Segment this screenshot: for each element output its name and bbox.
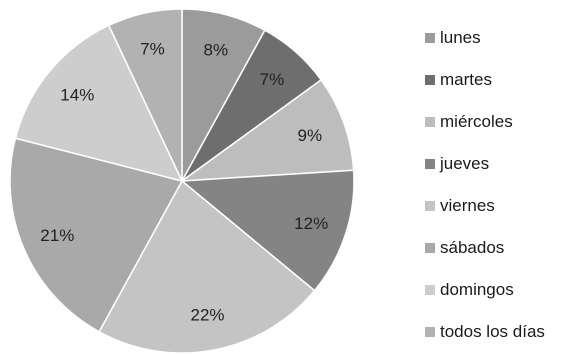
slice-label-4: 12% bbox=[294, 214, 328, 233]
legend-item-8: todos los días bbox=[425, 322, 545, 341]
legend-swatch-8 bbox=[425, 327, 435, 337]
legend-item-4: jueves bbox=[425, 154, 489, 173]
legend-item-7: domingos bbox=[425, 280, 514, 299]
legend-swatch-5 bbox=[425, 201, 435, 211]
legend-label-1: lunes bbox=[440, 28, 481, 47]
legend-label-4: jueves bbox=[439, 154, 489, 173]
slice-label-5: 22% bbox=[190, 306, 224, 325]
legend: lunes martes miércoles jueves viernes sábados… bbox=[425, 28, 545, 341]
pie-slices bbox=[9, 8, 355, 354]
pie-slice-4 bbox=[180, 169, 355, 292]
slice-label-1: 8% bbox=[204, 40, 229, 59]
legend-item-5: viernes bbox=[425, 196, 495, 215]
legend-swatch-6 bbox=[425, 243, 435, 253]
legend-label-2: martes bbox=[440, 70, 492, 89]
legend-label-7: domingos bbox=[440, 280, 514, 299]
pie-slice-6 bbox=[9, 137, 184, 333]
legend-item-1: lunes bbox=[425, 28, 481, 47]
legend-item-2: martes bbox=[425, 70, 492, 89]
legend-label-3: miércoles bbox=[440, 112, 513, 131]
legend-label-8: todos los días bbox=[440, 322, 545, 341]
slice-label-2: 7% bbox=[260, 70, 285, 89]
legend-item-3: miércoles bbox=[425, 112, 513, 131]
legend-swatch-4 bbox=[425, 159, 435, 169]
slice-label-6: 21% bbox=[40, 226, 74, 245]
pie-slice-7 bbox=[14, 24, 184, 183]
pie-slice-labels: 8% 7% 9% 12% 22% 21% 14% 7% bbox=[40, 39, 328, 324]
legend-label-6: sábados bbox=[440, 238, 504, 257]
slice-label-8: 7% bbox=[140, 39, 165, 58]
pie-slice-3 bbox=[179, 78, 355, 182]
legend-swatch-3 bbox=[425, 117, 435, 127]
pie-slice-5 bbox=[98, 179, 316, 354]
slice-label-3: 9% bbox=[298, 126, 323, 145]
slice-label-7: 14% bbox=[60, 85, 94, 104]
pie-slice-8 bbox=[107, 8, 183, 182]
legend-label-5: viernes bbox=[440, 196, 495, 215]
legend-item-6: sábados bbox=[425, 238, 504, 257]
legend-swatch-1 bbox=[425, 33, 435, 43]
legend-swatch-7 bbox=[425, 285, 435, 295]
legend-swatch-2 bbox=[425, 75, 435, 85]
